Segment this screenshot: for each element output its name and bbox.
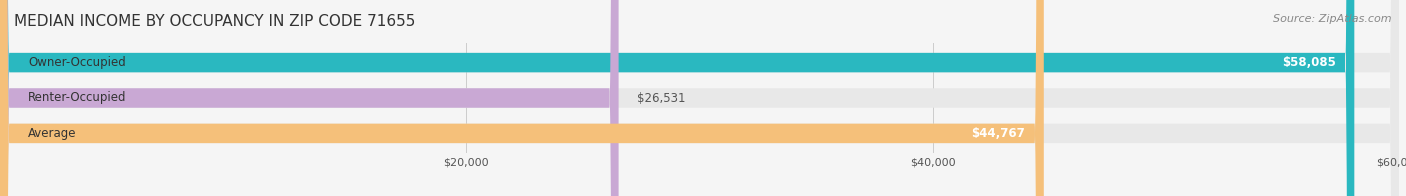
Text: MEDIAN INCOME BY OCCUPANCY IN ZIP CODE 71655: MEDIAN INCOME BY OCCUPANCY IN ZIP CODE 7… <box>14 14 415 29</box>
Text: Owner-Occupied: Owner-Occupied <box>28 56 125 69</box>
Text: Source: ZipAtlas.com: Source: ZipAtlas.com <box>1274 14 1392 24</box>
Text: $58,085: $58,085 <box>1282 56 1336 69</box>
Text: Average: Average <box>28 127 76 140</box>
Text: Renter-Occupied: Renter-Occupied <box>28 92 127 104</box>
Text: $44,767: $44,767 <box>972 127 1025 140</box>
FancyBboxPatch shape <box>0 0 1354 196</box>
FancyBboxPatch shape <box>0 0 619 196</box>
Text: $26,531: $26,531 <box>637 92 686 104</box>
FancyBboxPatch shape <box>0 0 1043 196</box>
